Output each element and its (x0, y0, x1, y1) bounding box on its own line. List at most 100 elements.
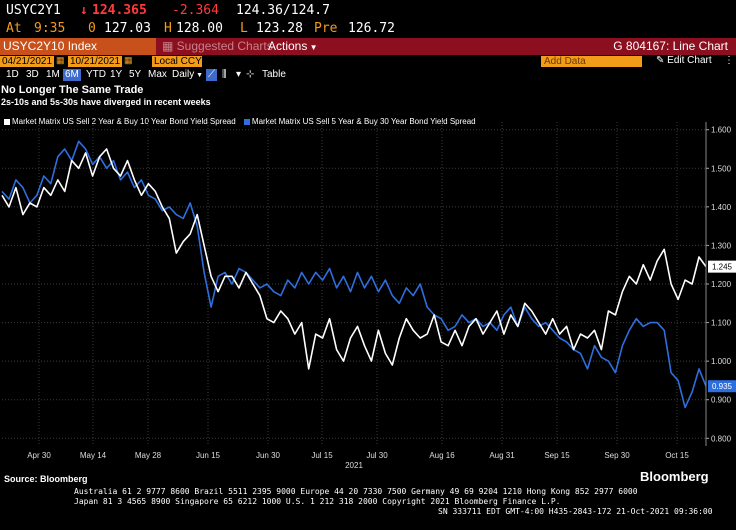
function-title: G 804167: Line Chart (613, 39, 728, 53)
actions-label: Actions (268, 39, 308, 53)
currency-select[interactable]: Local CCY (152, 56, 202, 67)
period-label: Daily (172, 69, 195, 80)
y-tick-label: 1.200 (711, 280, 732, 289)
legend-swatch-series-1 (4, 118, 10, 125)
end-date-input[interactable]: 10/21/2021 (68, 56, 122, 67)
x-tick-label: Apr 30 (27, 451, 51, 460)
footer: Australia 61 2 9777 8600 Brazil 5511 239… (0, 487, 736, 530)
pencil-icon: ✎ (656, 55, 665, 66)
x-tick-label: May 14 (80, 451, 107, 460)
function-bar: USYC2Y10 Index ▦ Suggested Charts Action… (0, 38, 736, 55)
chart-type-caret-icon[interactable]: ▾ (236, 69, 242, 80)
more-options-icon[interactable]: ⋮ (724, 55, 734, 66)
start-date-input[interactable]: 04/21/2021 (0, 56, 54, 67)
pre-price: 126.72 (348, 21, 395, 36)
x-tick-label: Sep 15 (544, 451, 570, 460)
at-label: At (6, 21, 22, 36)
chart-icon: ▦ (162, 39, 177, 53)
legend-label-series-1: Market Matrix US Sell 2 Year & Buy 10 Ye… (12, 117, 236, 126)
chart-legend: Market Matrix US Sell 2 Year & Buy 10 Ye… (4, 117, 482, 127)
x-axis-label: 2021 (345, 461, 363, 470)
y-tick-label: 1.100 (711, 319, 732, 328)
suggested-charts-button[interactable]: ▦ Suggested Charts (162, 38, 273, 55)
add-data-input[interactable]: Add Data (541, 56, 642, 67)
line-chart-icon[interactable]: ⟋ (206, 69, 217, 81)
down-arrow-icon: ↓ (80, 3, 88, 18)
y-tick-label: 0.800 (711, 434, 732, 443)
quote-time: 9:35 (34, 21, 66, 36)
open-price: 127.03 (104, 21, 151, 36)
date-bar: 04/21/2021 ▦ 10/21/2021 ▦ Local CCY Add … (0, 55, 736, 68)
edit-chart-button[interactable]: ✎ Edit Chart (656, 55, 712, 66)
actions-menu[interactable]: Actions ▼ (268, 38, 318, 55)
y-tick-label: 1.400 (711, 203, 732, 212)
x-tick-label: Aug 31 (489, 451, 515, 460)
x-tick-label: Aug 16 (429, 451, 455, 460)
legend-item-series-2[interactable]: Market Matrix US Sell 5 Year & Buy 30 Ye… (243, 117, 476, 126)
suggested-charts-label: Suggested Charts (176, 39, 273, 53)
x-tick-label: Sep 30 (604, 451, 630, 460)
range-6m[interactable]: 6M (63, 69, 81, 81)
pre-label: Pre (314, 21, 338, 36)
last-value-label-1: 1.245 (712, 263, 733, 272)
line-chart[interactable]: Apr 30 May 14 May 28 Jun 15 Jun 30 Jul 15 Jul … (0, 0, 736, 470)
range-max[interactable]: Max (148, 69, 167, 80)
y-tick-label: 1.300 (711, 241, 732, 250)
range-3d[interactable]: 3D (26, 69, 39, 80)
chart-title: No Longer The Same Trade (1, 84, 144, 96)
source-note: Source: Bloomberg (4, 474, 88, 484)
legend-item-series-1[interactable]: Market Matrix US Sell 2 Year & Buy 10 Ye… (4, 117, 236, 126)
calendar-icon[interactable]: ▦ (124, 55, 133, 65)
last-value-tag-2 (708, 380, 736, 393)
bid-ask: 124.36/124.7 (236, 3, 330, 18)
last-value-label-2: 0.935 (712, 382, 733, 391)
range-1d[interactable]: 1D (6, 69, 19, 80)
table-button[interactable]: Table (262, 69, 286, 80)
quote-bar: USYC2Y1 ↓ 124.365 -2.364 124.36/124.7 At… (0, 0, 736, 38)
x-tick-label: Jul 30 (366, 451, 388, 460)
security-field[interactable]: USYC2Y10 Index (0, 38, 156, 55)
y-tick-label: 1.000 (711, 357, 732, 366)
x-tick-label: May 28 (135, 451, 162, 460)
edit-chart-label: Edit Chart (667, 55, 712, 66)
series-line-1[interactable] (1, 148, 707, 370)
range-1m[interactable]: 1M (46, 69, 60, 80)
bar-chart-icon[interactable]: ⫼ (222, 69, 227, 80)
last-value-tag-1 (708, 260, 736, 273)
x-tick-label: Jun 15 (196, 451, 221, 460)
high-price: 128.00 (176, 21, 223, 36)
y-tick-label: 1.500 (711, 164, 732, 173)
footer-copyright-line: Japan 81 3 4565 8900 Singapore 65 6212 1… (74, 497, 561, 506)
caret-down-icon: ▼ (307, 43, 318, 52)
footer-session-line: SN 333711 EDT GMT-4:00 H435-2843-172 21-… (438, 507, 713, 516)
crosshair-icon[interactable]: ⊹ (246, 69, 255, 80)
x-tick-label: Jul 15 (311, 451, 333, 460)
low-price: 123.28 (256, 21, 303, 36)
range-1y[interactable]: 1Y (110, 69, 123, 80)
legend-label-series-2: Market Matrix US Sell 5 Year & Buy 30 Ye… (251, 117, 476, 126)
legend-swatch-series-2 (243, 118, 250, 125)
high-label: H (164, 21, 172, 36)
y-tick-label: 1.600 (711, 126, 732, 135)
chart-subtitle: 2s-10s and 5s-30s have diverged in recen… (1, 97, 211, 107)
axes: Apr 30 May 14 May 28 Jun 15 Jun 30 Jul 15 Jul … (27, 122, 736, 470)
y-tick-label: 0.900 (711, 396, 732, 405)
trade-size: 0 (88, 21, 96, 36)
range-5y[interactable]: 5Y (129, 69, 142, 80)
x-tick-label: Jun 30 (256, 451, 281, 460)
net-change: -2.364 (172, 3, 219, 18)
series-line-2[interactable] (1, 140, 707, 409)
series-layer (1, 140, 707, 409)
calendar-icon[interactable]: ▦ (56, 55, 65, 65)
period-select[interactable]: Daily ▼ (172, 69, 203, 81)
last-price: 124.365 (92, 3, 147, 18)
range-ytd[interactable]: YTD (86, 69, 106, 80)
range-bar: 1D 3D 1M 6M YTD 1Y 5Y Max Daily ▼ ⟋ ⫼ ▾ … (0, 68, 736, 82)
low-label: L (240, 21, 248, 36)
x-tick-label: Oct 15 (665, 451, 689, 460)
grid (2, 122, 706, 446)
caret-down-icon: ▼ (194, 72, 204, 79)
footer-contacts-line: Australia 61 2 9777 8600 Brazil 5511 239… (74, 487, 638, 496)
bloomberg-logo: Bloomberg (640, 469, 709, 484)
ticker[interactable]: USYC2Y1 (6, 3, 61, 18)
